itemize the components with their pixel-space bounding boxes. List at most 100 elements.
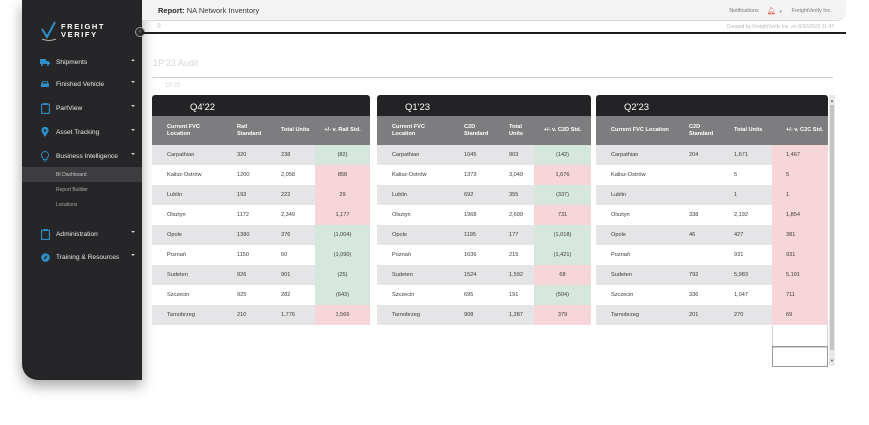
table-row[interactable]: Olsztyn 1968 2,699 731 <box>377 205 591 225</box>
cell-standard: 908 <box>449 305 494 325</box>
column-header-standard[interactable]: Rail Standard <box>222 116 266 145</box>
table-row[interactable]: Opole 1380 376 (1,004) <box>152 225 370 245</box>
table-row[interactable]: Olsztyn 1172 2,349 1,177 <box>152 205 370 225</box>
sidebar-item-asset-tracking[interactable]: Asset Tracking <box>22 121 142 143</box>
organization-menu[interactable]: FreightVerify Inc. <box>791 8 832 14</box>
logo-line-1: FREIGHT <box>61 22 106 31</box>
cell-delta: 1,676 <box>534 165 591 185</box>
sidebar-subitem-bi-dashboard[interactable]: BI Dashboard <box>22 167 142 182</box>
sidebar-subitem-report-builder[interactable]: Report Builder <box>22 182 142 197</box>
column-header-location[interactable]: Current FVC Location <box>377 116 449 145</box>
caret-down-icon[interactable]: ▼ <box>778 8 783 14</box>
column-header-total-units[interactable]: Total Units <box>266 116 315 145</box>
inventory-table: Current FVC Location C2D Standard Total … <box>377 116 591 325</box>
created-by-text: Created by FreightVerify Inc. on 6/30/20… <box>726 24 834 30</box>
table-row[interactable]: Lublin 193 222 29 <box>152 185 370 205</box>
column-header-standard[interactable]: C2D Standard <box>449 116 494 145</box>
freightverify-logo[interactable]: FREIGHT VERIFY <box>40 20 105 42</box>
cell-location: Carpathian <box>596 145 674 165</box>
table-row[interactable]: Szczecin 925 282 (643) <box>152 285 370 305</box>
cell-standard: 792 <box>674 265 719 285</box>
column-header-delta[interactable]: +/- v. C2C Std. <box>772 116 828 145</box>
table-row[interactable]: Sudeten 926 901 (25) <box>152 265 370 285</box>
sidebar-nav: Shipments Finished Vehicle PartView <box>22 51 142 268</box>
cell-delta: 69 <box>772 305 828 325</box>
table-row[interactable]: Tarnobrzeg 210 1,776 1,566 <box>152 305 370 325</box>
table-row[interactable]: Tarnobrzeg 908 1,287 379 <box>377 305 591 325</box>
table-header-row: Current FVC Location C2D Standard Total … <box>377 116 591 145</box>
cell-standard: 320 <box>222 145 266 165</box>
scroll-up-icon[interactable]: ▲ <box>830 98 834 103</box>
table-row[interactable]: Opole 46 427 381 <box>596 225 828 245</box>
cell-delta: 711 <box>772 285 828 305</box>
table-row[interactable]: Olsztyn 338 2,192 1,854 <box>596 205 828 225</box>
cell-standard <box>674 185 719 205</box>
column-header-standard[interactable]: C2D Standard <box>674 116 719 145</box>
vertical-scrollbar[interactable]: ▲ ▼ <box>829 95 835 366</box>
clipboard-icon <box>40 102 50 114</box>
sidebar-item-shipments[interactable]: Shipments <box>22 51 142 73</box>
sidebar-item-training-resources[interactable]: Training & Resources <box>22 246 142 268</box>
cell-location: Kalisz-Ostrów <box>152 165 222 185</box>
sidebar-subitem-locations[interactable]: Locations <box>22 197 142 212</box>
table-row[interactable]: Poznań 1150 60 (1,090) <box>152 245 370 265</box>
table-row[interactable]: Kalisz-Ostrów 1373 3,049 1,676 <box>377 165 591 185</box>
cell-location: Olsztyn <box>152 205 222 225</box>
cell-standard: 1524 <box>449 265 494 285</box>
report-title-name: NA Network Inventory <box>186 6 260 15</box>
column-header-delta[interactable]: +/- v. C2D Std. <box>534 116 591 145</box>
table-row[interactable]: Szczecin 336 1,047 711 <box>596 285 828 305</box>
cell-delta: 5 <box>772 165 828 185</box>
cell-total-units: 3,049 <box>494 165 534 185</box>
sidebar-item-business-intelligence[interactable]: Business Intelligence <box>22 145 142 167</box>
column-header-location[interactable]: Current FVC Location <box>152 116 222 145</box>
logo-text: FREIGHT VERIFY <box>61 23 105 39</box>
table-row[interactable]: Carpathian 320 238 (82) <box>152 145 370 165</box>
cell-standard: 1380 <box>222 225 266 245</box>
notifications-link[interactable]: Notifications <box>729 8 759 14</box>
cell-delta: (643) <box>315 285 370 305</box>
table-row[interactable]: Lublin 692 355 (337) <box>377 185 591 205</box>
table-row[interactable]: Opole 1195 177 (1,018) <box>377 225 591 245</box>
cell-total-units: 282 <box>266 285 315 305</box>
table-row[interactable]: Carpathian 204 1,671 1,467 <box>596 145 828 165</box>
cell-location: Sudeten <box>377 265 449 285</box>
cell-location: Sudeten <box>596 265 674 285</box>
cell-delta: 379 <box>534 305 591 325</box>
table-header-row: Current FVC Location Rail Standard Total… <box>152 116 370 145</box>
cell-total-units: 903 <box>494 145 534 165</box>
table-row[interactable]: Kalisz-Ostrów 5 5 <box>596 165 828 185</box>
table-row[interactable]: Tarnobrzeg 201 270 69 <box>596 305 828 325</box>
map-pin-icon <box>40 127 50 137</box>
cell-location: Lublin <box>596 185 674 205</box>
table-row[interactable]: Szczecin 695 191 (504) <box>377 285 591 305</box>
cell-total-units: 427 <box>719 225 772 245</box>
column-header-total-units[interactable]: Total Units <box>719 116 772 145</box>
scroll-down-icon[interactable]: ▼ <box>830 358 834 363</box>
cell-delta: (337) <box>534 185 591 205</box>
sidebar-item-administration[interactable]: Administration <box>22 223 142 245</box>
table-row[interactable]: Sudeten 1524 1,592 68 <box>377 265 591 285</box>
scrollbar-thumb[interactable] <box>830 105 834 350</box>
column-header-location[interactable]: Current FVC Location <box>596 116 674 145</box>
cell-standard: 201 <box>674 305 719 325</box>
cell-standard: 1172 <box>222 205 266 225</box>
column-header-total-units[interactable]: Total Units <box>494 116 534 145</box>
report-title: Report: NA Network Inventory <box>158 6 259 15</box>
table-row[interactable]: Poznań 1636 215 (1,421) <box>377 245 591 265</box>
sidebar-item-label: Finished Vehicle <box>56 80 105 88</box>
bell-icon[interactable]: 🔔︎ <box>766 8 776 15</box>
column-header-delta[interactable]: +/- v. Rail Std. <box>315 116 370 145</box>
table-row[interactable]: Sudeten 792 5,983 5,191 <box>596 265 828 285</box>
cell-delta: (25) <box>315 265 370 285</box>
print-icon[interactable]: ⎙ <box>157 23 162 29</box>
table-row[interactable]: Lublin 1 1 <box>596 185 828 205</box>
cell-total-units: 177 <box>494 225 534 245</box>
cell-standard: 1200 <box>222 165 266 185</box>
table-row[interactable]: Kalisz-Ostrów 1200 2,058 858 <box>152 165 370 185</box>
empty-cell-outline <box>772 346 828 367</box>
table-row[interactable]: Poznań 931 931 <box>596 245 828 265</box>
sidebar-item-partview[interactable]: PartView <box>22 97 142 119</box>
table-row[interactable]: Carpathian 1045 903 (142) <box>377 145 591 165</box>
sidebar-item-finished-vehicle[interactable]: Finished Vehicle <box>22 73 142 95</box>
